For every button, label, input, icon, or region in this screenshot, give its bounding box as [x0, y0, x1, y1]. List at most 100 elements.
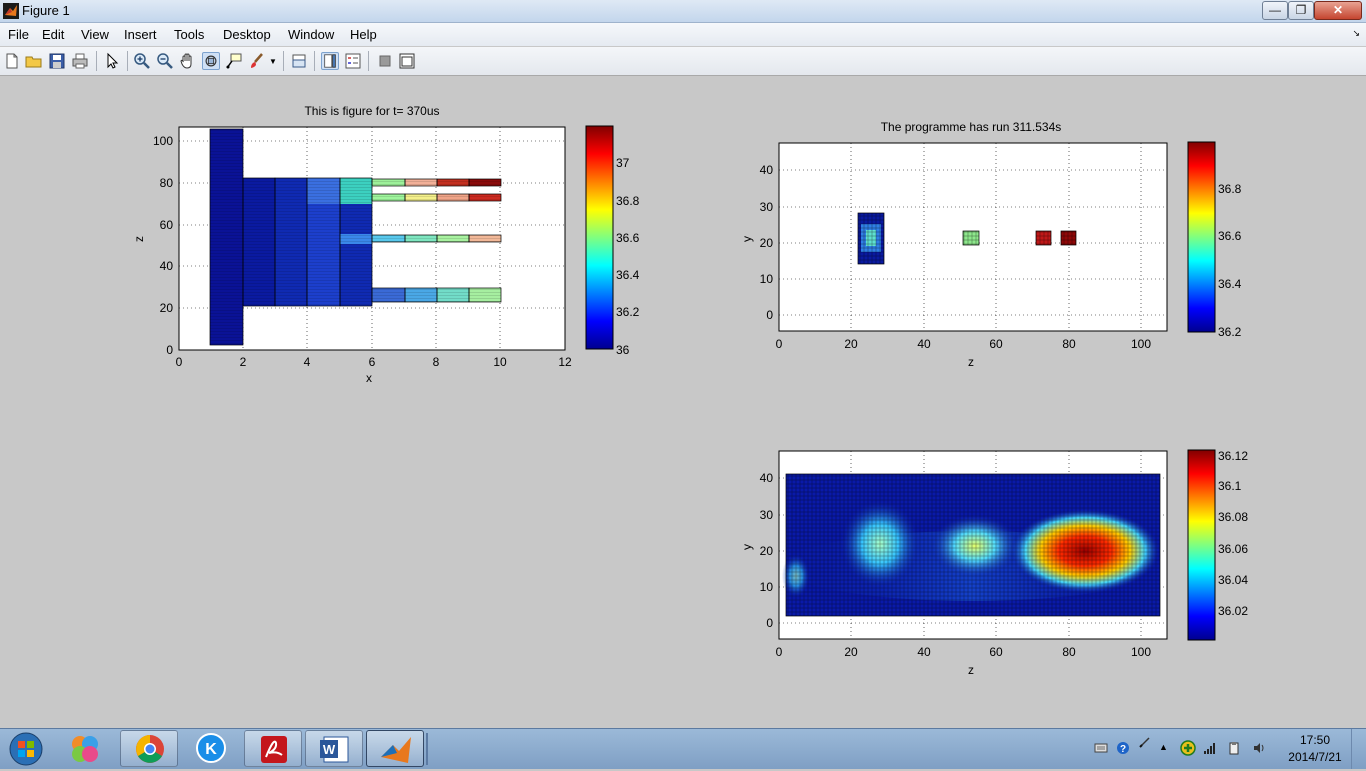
clock-time[interactable]: 17:50	[1299, 733, 1331, 747]
menu-tools[interactable]: Tools	[174, 27, 205, 42]
clock-date[interactable]: 2014/7/21	[1288, 750, 1342, 764]
plot3-cbar-tick: 36.04	[1218, 573, 1248, 587]
taskbar-matlab[interactable]	[366, 730, 424, 767]
plot3-xticks: 0 20 40 60 80 100	[776, 645, 1152, 659]
brush-icon[interactable]	[248, 52, 266, 70]
plot1-cbar-tick: 36.2	[616, 305, 640, 319]
plot1-cbar-tick: 36.8	[616, 194, 640, 208]
plot1-ytick: 80	[160, 176, 174, 190]
plot2-xticks: 0 20 40 60 80 100	[776, 337, 1152, 351]
data-cursor-icon[interactable]	[225, 52, 243, 70]
legend-icon[interactable]	[344, 52, 362, 70]
menu-insert[interactable]: Insert	[124, 27, 157, 42]
plot1-ytick: 20	[160, 301, 174, 315]
plot1-xtick: 4	[304, 355, 311, 369]
pan-icon[interactable]	[179, 52, 197, 70]
plot1-xtick: 10	[493, 355, 507, 369]
plot1-yticks: 0 20 40 60 80 100	[153, 134, 173, 357]
plot2-cbar-tick: 36.2	[1218, 325, 1242, 339]
plot1[interactable]: This is figure for t= 370us x z 0 2 4 6 …	[132, 104, 640, 385]
brush-dropdown-icon[interactable]: ▼	[269, 57, 277, 66]
show-hidden-icons-arrow[interactable]: ▲	[1159, 742, 1168, 752]
menu-desktop[interactable]: Desktop	[223, 27, 271, 42]
plot2-ylabel: y	[740, 236, 754, 242]
close-icon: ✕	[1332, 3, 1344, 17]
title-bar: Figure 1 — ❐ ✕	[0, 0, 1366, 23]
restore-icon: ❐	[1295, 3, 1307, 17]
plot2-colorbar[interactable]	[1187, 141, 1216, 333]
acrobat-icon	[261, 736, 287, 763]
pen-icon[interactable]	[1138, 735, 1152, 749]
plot1-cbar-tick: 36.4	[616, 268, 640, 282]
save-icon[interactable]	[48, 52, 66, 70]
signal-icon[interactable]	[1203, 741, 1217, 755]
minimize-icon: —	[1269, 3, 1281, 17]
plot3-cbar-tick: 36.08	[1218, 510, 1248, 524]
plot2-ytick: 10	[760, 272, 774, 286]
plot2-cbar-tick: 36.6	[1218, 229, 1242, 243]
plot1-title: This is figure for t= 370us	[304, 104, 439, 118]
colorbar-icon[interactable]	[321, 52, 339, 70]
window-title: Figure 1	[22, 3, 70, 18]
plot3-xtick: 60	[989, 645, 1003, 659]
plot2[interactable]: The programme has run 311.534s z y 0 20 …	[740, 120, 1242, 369]
toolbar-separator	[127, 51, 128, 71]
keyboard-icon[interactable]	[1094, 741, 1108, 755]
plot3-colorbar-ticks: 36.02 36.04 36.06 36.08 36.1 36.12	[1218, 449, 1248, 618]
windows-start-icon[interactable]	[4, 731, 48, 767]
help-icon[interactable]: ?	[1116, 741, 1130, 755]
hide-plot-tools-icon[interactable]	[376, 52, 394, 70]
plot3-ytick: 10	[760, 580, 774, 594]
plot3-xtick: 100	[1131, 645, 1151, 659]
matlab-logo-icon	[3, 3, 19, 19]
taskbar-word[interactable]: W	[305, 730, 363, 767]
link-plot-icon[interactable]	[290, 52, 308, 70]
plot3-ytick: 20	[760, 544, 774, 558]
figure-toolbar: ▼	[0, 47, 1366, 76]
plot2-title: The programme has run 311.534s	[881, 120, 1062, 134]
menu-edit[interactable]: Edit	[42, 27, 65, 42]
maximize-button[interactable]: ❐	[1288, 1, 1314, 20]
plot1-cbar-tick: 36.6	[616, 231, 640, 245]
menu-help[interactable]: Help	[350, 27, 377, 42]
figure-canvas[interactable]: This is figure for t= 370us x z 0 2 4 6 …	[0, 76, 1366, 727]
taskbar-chrome[interactable]	[120, 730, 178, 767]
plot1-ytick: 60	[160, 218, 174, 232]
plot1-surface	[209, 128, 502, 346]
removable-drive-icon[interactable]	[1227, 741, 1241, 755]
network-app-icon[interactable]	[1180, 740, 1196, 756]
photo-viewer-icon	[72, 736, 98, 762]
menu-window[interactable]: Window	[288, 27, 335, 42]
toolbar-separator	[314, 51, 315, 71]
minimize-button[interactable]: —	[1262, 1, 1288, 20]
menu-view[interactable]: View	[81, 27, 109, 42]
print-icon[interactable]	[71, 52, 89, 70]
new-figure-icon[interactable]	[3, 52, 21, 70]
plot1-ytick: 100	[153, 134, 173, 148]
zoom-out-icon[interactable]	[156, 52, 174, 70]
volume-icon[interactable]	[1252, 741, 1266, 755]
plot1-xlabel: x	[366, 371, 372, 385]
plot2-yticks: 0 10 20 30 40	[760, 163, 774, 322]
plot3[interactable]: z y 0 20 40 60 80 100 0 10 20 30 40 36.0…	[740, 449, 1248, 677]
rotate-3d-icon[interactable]	[202, 52, 220, 70]
plot1-colorbar-ticks: 36 36.2 36.4 36.6 36.8 37	[616, 156, 640, 357]
plot3-colorbar[interactable]	[1187, 449, 1216, 641]
plot3-cbar-tick: 36.12	[1218, 449, 1248, 463]
open-file-icon[interactable]	[25, 52, 43, 70]
taskbar-kugou[interactable]: K	[182, 730, 240, 767]
close-button[interactable]: ✕	[1314, 1, 1362, 20]
word-icon: W	[320, 736, 349, 763]
menu-file[interactable]: File	[8, 27, 29, 42]
show-plot-tools-icon[interactable]	[398, 52, 416, 70]
zoom-in-icon[interactable]	[133, 52, 151, 70]
taskbar-photo-viewer[interactable]	[56, 730, 114, 767]
plot3-ytick: 30	[760, 508, 774, 522]
taskbar-acrobat[interactable]	[244, 730, 302, 767]
plot3-cbar-tick: 36.02	[1218, 604, 1248, 618]
edit-plot-icon[interactable]	[103, 52, 121, 70]
show-desktop-button[interactable]	[1351, 729, 1366, 769]
plot3-xtick: 80	[1062, 645, 1076, 659]
plot1-colorbar[interactable]	[585, 125, 614, 350]
dock-arrow-icon[interactable]: ↘	[1352, 28, 1360, 38]
